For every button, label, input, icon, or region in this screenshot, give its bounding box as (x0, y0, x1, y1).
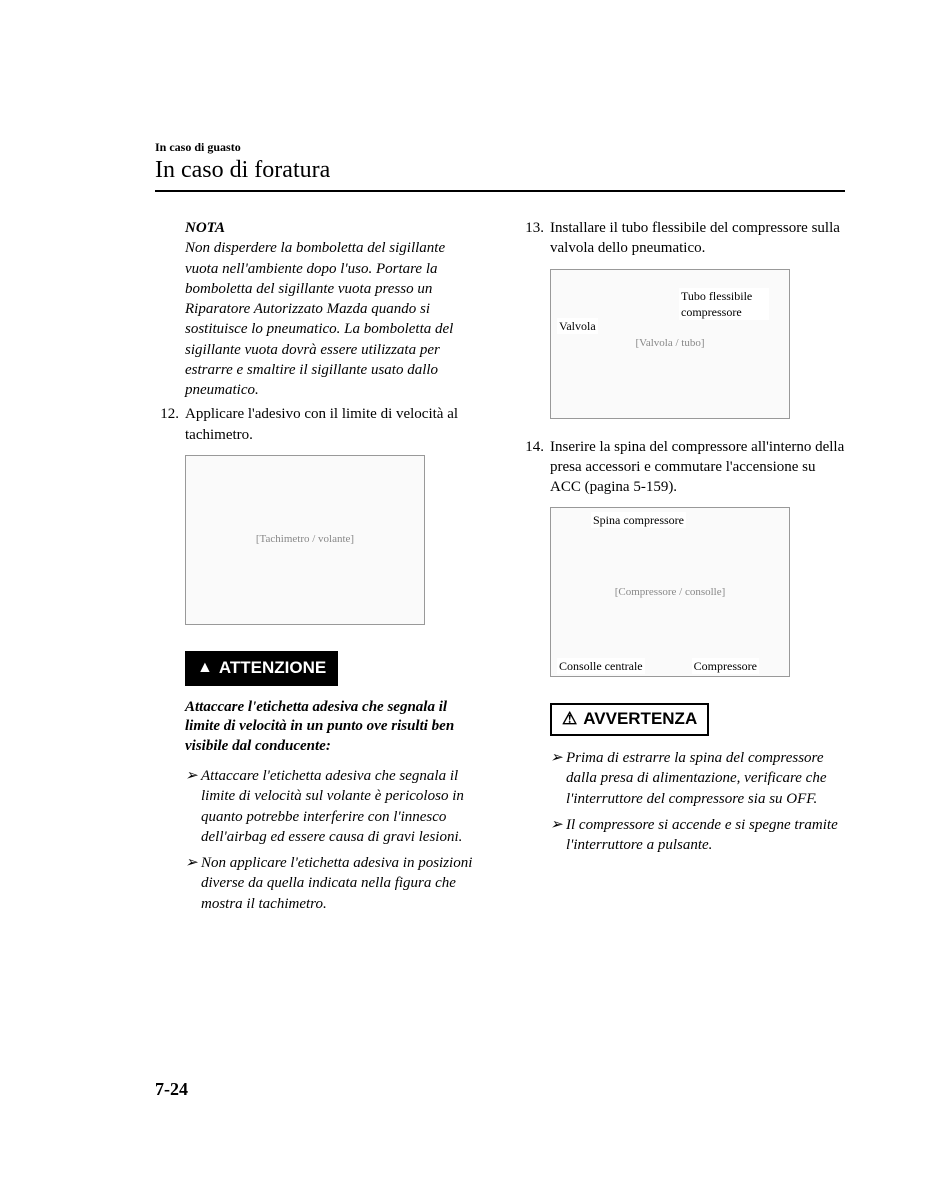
figure-valve: [Valvola / tubo] Valvola Tubo flessibile… (550, 269, 790, 419)
step-12-number: 12. (155, 404, 185, 445)
step-13-text: Installare il tubo flessibile del compre… (550, 218, 845, 259)
bullet-item: ➢ Attaccare l'etichetta adesiva che segn… (185, 766, 480, 847)
section-header-title: In caso di foratura (155, 157, 845, 184)
attenzione-bullets: ➢ Attaccare l'etichetta adesiva che segn… (185, 766, 480, 914)
nota-label: NOTA (185, 218, 480, 238)
bullet-marker: ➢ (185, 766, 201, 847)
page-number: 7-24 (155, 1079, 188, 1100)
step-12-text: Applicare l'adesivo con il limite di vel… (185, 404, 480, 445)
figure-valve-alt: [Valvola / tubo] (635, 336, 704, 351)
bullet-marker: ➢ (185, 853, 201, 914)
figure-tachometer: [Tachimetro / volante] (185, 455, 425, 625)
figure-compressor-alt: [Compressore / consolle] (615, 585, 726, 600)
avvertenza-bullets: ➢ Prima di estrarre la spina del compres… (550, 748, 845, 855)
step-14-number: 14. (520, 437, 550, 498)
figure-compressor: [Compressore / consolle] Spina compresso… (550, 507, 790, 677)
right-column: 13. Installare il tubo flessibile del co… (520, 218, 845, 920)
figure-compressor-label-spina: Spina compressore (591, 512, 686, 528)
section-header-small: In caso di guasto (155, 140, 845, 155)
attenzione-heading: Attaccare l'etichetta adesiva che segnal… (185, 698, 480, 757)
bullet-marker: ➢ (550, 748, 566, 809)
bullet-text-r1: Prima di estrarre la spina del compresso… (566, 748, 845, 809)
figure-valve-label-valvola: Valvola (557, 318, 598, 334)
step-14: 14. Inserire la spina del compressore al… (520, 437, 845, 498)
attenzione-label: ATTENZIONE (219, 657, 326, 680)
bullet-item: ➢ Il compressore si accende e si spegne … (550, 815, 845, 856)
bullet-item: ➢ Non applicare l'etichetta adesiva in p… (185, 853, 480, 914)
bullet-marker: ➢ (550, 815, 566, 856)
step-14-text: Inserire la spina del compressore all'in… (550, 437, 845, 498)
page: In caso di guasto In caso di foratura NO… (0, 0, 925, 980)
figure-tachometer-alt: [Tachimetro / volante] (256, 532, 354, 547)
figure-compressor-label-consolle: Consolle centrale (557, 658, 645, 674)
step-13: 13. Installare il tubo flessibile del co… (520, 218, 845, 259)
avvertenza-box: ⚠ AVVERTENZA (550, 703, 709, 736)
figure-valve-label-tubo: Tubo flessibile compressore (679, 288, 769, 320)
bullet-text-1: Attaccare l'etichetta adesiva che segnal… (201, 766, 480, 847)
warning-triangle-icon: ▲ (197, 657, 213, 679)
bullet-text-2: Non applicare l'etichetta adesiva in pos… (201, 853, 480, 914)
nota-body: Non disperdere la bomboletta del sigilla… (185, 238, 480, 400)
left-column: NOTA Non disperdere la bomboletta del si… (155, 218, 480, 920)
figure-compressor-label-compressore: Compressore (692, 658, 759, 674)
content-columns: NOTA Non disperdere la bomboletta del si… (155, 218, 845, 920)
step-12: 12. Applicare l'adesivo con il limite di… (155, 404, 480, 445)
avvertenza-label: AVVERTENZA (583, 708, 697, 731)
step-13-number: 13. (520, 218, 550, 259)
warning-triangle-icon: ⚠ (562, 708, 577, 731)
header-rule (155, 190, 845, 192)
bullet-text-r2: Il compressore si accende e si spegne tr… (566, 815, 845, 856)
bullet-item: ➢ Prima di estrarre la spina del compres… (550, 748, 845, 809)
attenzione-box: ▲ ATTENZIONE (185, 651, 338, 686)
